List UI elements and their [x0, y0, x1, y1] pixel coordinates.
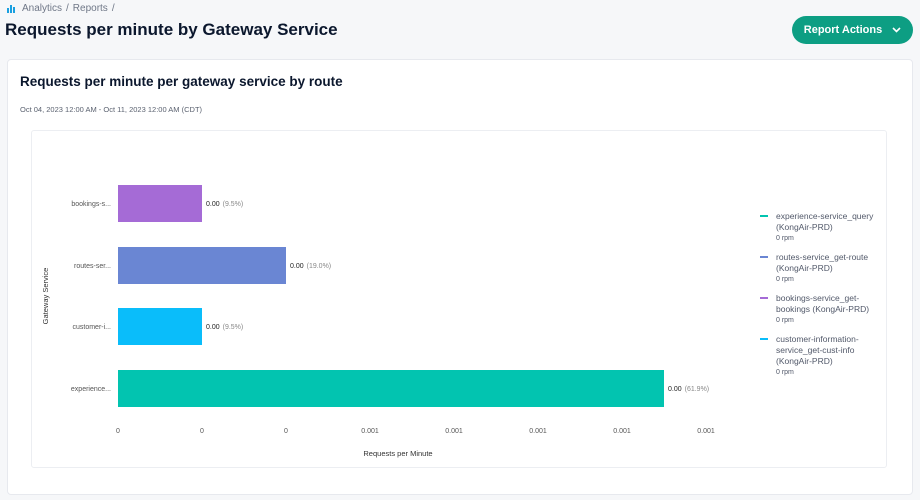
legend-item[interactable]: routes-service_get-route (KongAir-PRD) 0 …: [760, 252, 880, 285]
breadcrumb: Analytics / Reports /: [7, 3, 115, 14]
bar-value-label: 0.00 (9.5%): [206, 324, 243, 331]
page-title: Requests per minute by Gateway Service: [5, 20, 338, 39]
x-tick-label: 0: [284, 428, 288, 435]
bar-value-label: 0.00 (9.5%): [206, 201, 243, 208]
legend-swatch: [760, 338, 768, 340]
bar-chart: Gateway Service Requests per Minute 0 0 0 0…: [41, 185, 715, 458]
x-tick-label: 0.001: [613, 428, 631, 435]
x-tick-label: 0: [200, 428, 204, 435]
legend-label: experience-service_query (KongAir-PRD): [776, 211, 874, 232]
legend: experience-service_query (KongAir-PRD) 0 …: [760, 211, 880, 386]
bar[interactable]: [118, 308, 202, 345]
bar-percent: (9.5%): [223, 201, 244, 208]
legend-value: 0 rpm: [776, 369, 794, 376]
legend-item[interactable]: experience-service_query (KongAir-PRD) 0 …: [760, 211, 880, 244]
bar-value-label: 0.00 (61.9%): [668, 386, 709, 393]
chart-container: Gateway Service Requests per Minute 0 0 0 0…: [31, 130, 887, 468]
x-tick-label: 0: [116, 428, 120, 435]
bar-percent: (19.0%): [307, 263, 332, 270]
x-tick-label: 0.001: [697, 428, 715, 435]
legend-item[interactable]: customer-information-service_get-cust-in…: [760, 334, 880, 378]
bar-chart-icon: [7, 4, 15, 13]
category-label: experience...: [71, 386, 111, 393]
breadcrumb-separator: /: [111, 3, 115, 14]
legend-value: 0 rpm: [776, 235, 794, 242]
report-actions-button[interactable]: Report Actions: [792, 16, 913, 44]
bar-value: 0.00: [668, 386, 682, 393]
bar-value: 0.00: [206, 324, 220, 331]
bar-percent: (9.5%): [223, 324, 244, 331]
report-actions-label: Report Actions: [803, 24, 883, 36]
breadcrumb-reports[interactable]: Reports: [72, 3, 108, 14]
bar-value-label: 0.00 (19.0%): [290, 263, 331, 270]
bar[interactable]: [118, 247, 286, 284]
chevron-down-icon: [892, 27, 901, 33]
legend-value: 0 rpm: [776, 317, 794, 324]
date-range: Oct 04, 2023 12:00 AM - Oct 11, 2023 12:…: [20, 105, 203, 114]
x-tick-label: 0.001: [529, 428, 547, 435]
y-axis-title: Gateway Service: [41, 268, 50, 325]
legend-swatch: [760, 256, 768, 258]
card-title: Requests per minute per gateway service …: [20, 74, 343, 89]
x-tick-label: 0.001: [445, 428, 463, 435]
x-axis-title: Requests per Minute: [363, 449, 432, 458]
breadcrumb-separator: /: [66, 3, 69, 14]
legend-swatch: [760, 297, 768, 299]
category-label: customer-i...: [72, 324, 111, 331]
bar-value: 0.00: [290, 263, 304, 270]
legend-value: 0 rpm: [776, 276, 794, 283]
x-tick-label: 0.001: [361, 428, 379, 435]
legend-item[interactable]: bookings-service_get-bookings (KongAir-P…: [760, 293, 880, 326]
category-label: bookings-s...: [71, 201, 111, 208]
category-label: routes-ser...: [74, 263, 111, 270]
bar[interactable]: [118, 185, 202, 222]
bar-value: 0.00: [206, 201, 220, 208]
legend-label: customer-information-service_get-cust-in…: [776, 334, 859, 366]
legend-label: bookings-service_get-bookings (KongAir-P…: [776, 293, 870, 314]
breadcrumb-analytics[interactable]: Analytics: [22, 3, 63, 14]
bar-percent: (61.9%): [685, 386, 710, 393]
bar[interactable]: [118, 370, 664, 407]
legend-label: routes-service_get-route (KongAir-PRD): [776, 252, 869, 273]
legend-swatch: [760, 215, 768, 217]
